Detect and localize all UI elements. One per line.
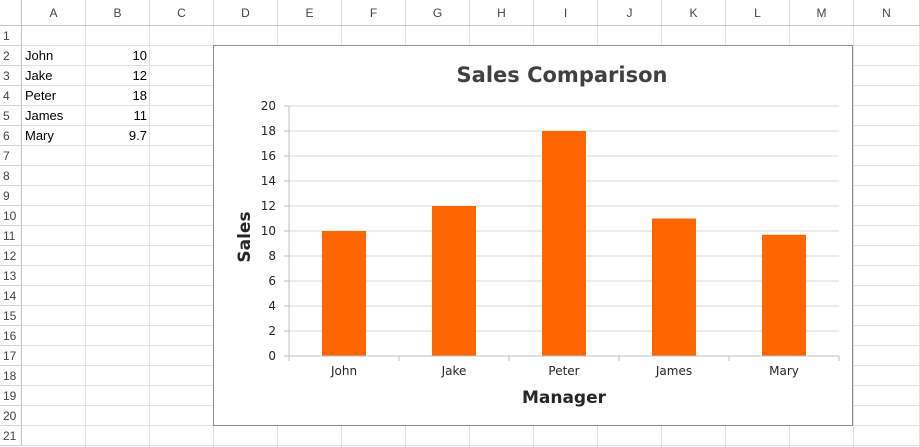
row-header-11[interactable]: 11 [0, 226, 22, 246]
row-header-13[interactable]: 13 [0, 266, 22, 286]
row-header-4[interactable]: 4 [0, 86, 22, 106]
column-header-g[interactable]: G [406, 0, 470, 26]
x-tick-labels: John Jake Peter James Mary [330, 364, 799, 378]
column-gridline [853, 26, 854, 447]
y-tick-label: 16 [261, 149, 276, 163]
row-header-3[interactable]: 3 [0, 66, 22, 86]
cell-b2[interactable]: 10 [132, 48, 147, 63]
y-tick-label: 20 [261, 99, 276, 113]
cell-a2[interactable]: John [25, 48, 54, 63]
row-header-9[interactable]: 9 [0, 186, 22, 206]
row-header-21[interactable]: 21 [0, 426, 22, 446]
cell-b6[interactable]: 9.7 [128, 128, 147, 143]
column-header-m[interactable]: M [790, 0, 854, 26]
column-header-b[interactable]: B [86, 0, 150, 26]
y-tick-label: 0 [268, 349, 276, 363]
cell-a5[interactable]: James [25, 108, 64, 123]
row-header-12[interactable]: 12 [0, 246, 22, 266]
y-tick-labels: 0 2 4 6 8 10 12 14 16 18 20 [261, 99, 276, 363]
x-tick-label: Jake [441, 364, 467, 378]
row-header-1[interactable]: 1 [0, 26, 22, 46]
row-header-7[interactable]: 7 [0, 146, 22, 166]
bar-jake[interactable] [432, 206, 476, 356]
column-header-l[interactable]: L [726, 0, 790, 26]
row-header-6[interactable]: 6 [0, 126, 22, 146]
row-header-19[interactable]: 19 [0, 386, 22, 406]
column-header-c[interactable]: C [150, 0, 214, 26]
cell-a4[interactable]: Peter [25, 88, 57, 103]
column-header-e[interactable]: E [278, 0, 342, 26]
column-header-n[interactable]: N [854, 0, 920, 26]
column-header-a[interactable]: A [22, 0, 86, 26]
row-gridline [22, 445, 920, 446]
column-gridline [85, 26, 86, 447]
column-header-j[interactable]: J [598, 0, 662, 26]
x-tick-label: Peter [548, 364, 579, 378]
y-tick-label: 18 [261, 124, 276, 138]
y-tick-label: 4 [268, 299, 276, 313]
x-tick-label: John [330, 364, 357, 378]
row-header-5[interactable]: 5 [0, 106, 22, 126]
bar-peter[interactable] [542, 131, 586, 356]
bar-john[interactable] [322, 231, 366, 356]
row-header-10[interactable]: 10 [0, 206, 22, 226]
cell-b3[interactable]: 12 [132, 68, 147, 83]
y-tick-label: 8 [268, 249, 276, 263]
cell-b4[interactable]: 18 [132, 88, 147, 103]
cell-a3[interactable]: Jake [25, 68, 53, 83]
chart-container[interactable]: Sales Comparison 0 2 4 6 8 10 12 14 16 18 20 John J… [213, 45, 853, 426]
select-all-corner[interactable] [0, 0, 22, 26]
chart-title: Sales Comparison [457, 63, 668, 87]
row-header-16[interactable]: 16 [0, 326, 22, 346]
y-tick-label: 6 [268, 274, 276, 288]
x-axis-title: Manager [522, 388, 607, 408]
column-header-f[interactable]: F [342, 0, 406, 26]
row-header-14[interactable]: 14 [0, 286, 22, 306]
column-header-d[interactable]: D [214, 0, 278, 26]
y-tick-label: 14 [261, 174, 276, 188]
cell-b5[interactable]: 11 [133, 108, 148, 123]
y-tick-label: 10 [261, 224, 276, 238]
column-header-h[interactable]: H [470, 0, 534, 26]
x-tick-label: Mary [769, 364, 799, 378]
x-tick-label: James [655, 364, 692, 378]
y-axis-title: Sales [235, 211, 255, 262]
row-header-20[interactable]: 20 [0, 406, 22, 426]
y-tick-label: 12 [261, 199, 276, 213]
row-header-2[interactable]: 2 [0, 46, 22, 66]
row-header-17[interactable]: 17 [0, 346, 22, 366]
row-header-18[interactable]: 18 [0, 366, 22, 386]
row-header-8[interactable]: 8 [0, 166, 22, 186]
cell-a6[interactable]: Mary [25, 128, 54, 143]
y-tick-label: 2 [268, 324, 276, 338]
bars [322, 131, 806, 356]
bar-james[interactable] [652, 218, 696, 357]
column-header-k[interactable]: K [662, 0, 726, 26]
bar-mary[interactable] [762, 234, 806, 356]
column-header-i[interactable]: I [534, 0, 598, 26]
column-gridline [149, 26, 150, 447]
axes [288, 106, 840, 361]
row-header-15[interactable]: 15 [0, 306, 22, 326]
